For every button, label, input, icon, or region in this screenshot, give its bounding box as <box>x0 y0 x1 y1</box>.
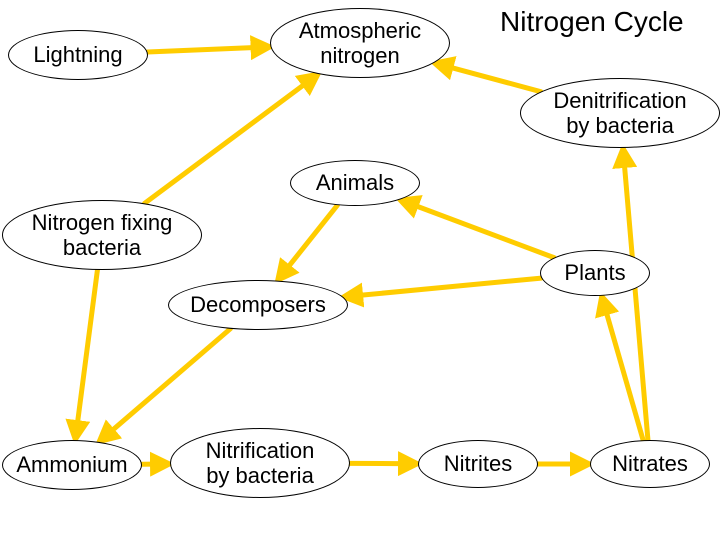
edge-decomposers-to-ammonium <box>102 329 230 440</box>
node-label: Atmosphericnitrogen <box>299 18 421 69</box>
node-label: Decomposers <box>190 292 326 317</box>
node-lightning: Lightning <box>8 30 148 80</box>
edge-plants-to-decomposers <box>347 278 541 296</box>
edge-nitrates-to-plants <box>603 300 643 440</box>
node-label: Plants <box>564 260 625 285</box>
node-label: Nitrificationby bacteria <box>206 438 315 489</box>
edge-animals-to-decomposers <box>280 205 337 277</box>
node-animals: Animals <box>290 160 420 206</box>
node-label: Ammonium <box>16 452 127 477</box>
edge-denitrification-to-atmospheric <box>438 64 541 92</box>
node-label: Nitrites <box>444 451 512 476</box>
node-nitrification: Nitrificationby bacteria <box>170 428 350 498</box>
edge-plants-to-animals <box>403 201 554 258</box>
node-decomposers: Decomposers <box>168 280 348 330</box>
node-nitrites: Nitrites <box>418 440 538 488</box>
diagram-title: Nitrogen Cycle <box>500 6 684 38</box>
node-ammonium: Ammonium <box>2 440 142 490</box>
node-nitrates: Nitrates <box>590 440 710 488</box>
node-nfix: Nitrogen fixingbacteria <box>2 200 202 270</box>
node-label: Animals <box>316 170 394 195</box>
edge-nitrates-to-denitrification <box>623 152 648 440</box>
node-label: Denitrificationby bacteria <box>553 88 686 139</box>
edge-nfix-to-ammonium <box>76 270 98 436</box>
node-plants: Plants <box>540 250 650 296</box>
edge-lightning-to-atmospheric <box>148 47 267 52</box>
node-label: Nitrates <box>612 451 688 476</box>
node-label: Lightning <box>33 42 122 67</box>
node-label: Nitrogen fixingbacteria <box>32 210 173 261</box>
node-atmospheric: Atmosphericnitrogen <box>270 8 450 78</box>
node-denitrification: Denitrificationby bacteria <box>520 78 720 148</box>
